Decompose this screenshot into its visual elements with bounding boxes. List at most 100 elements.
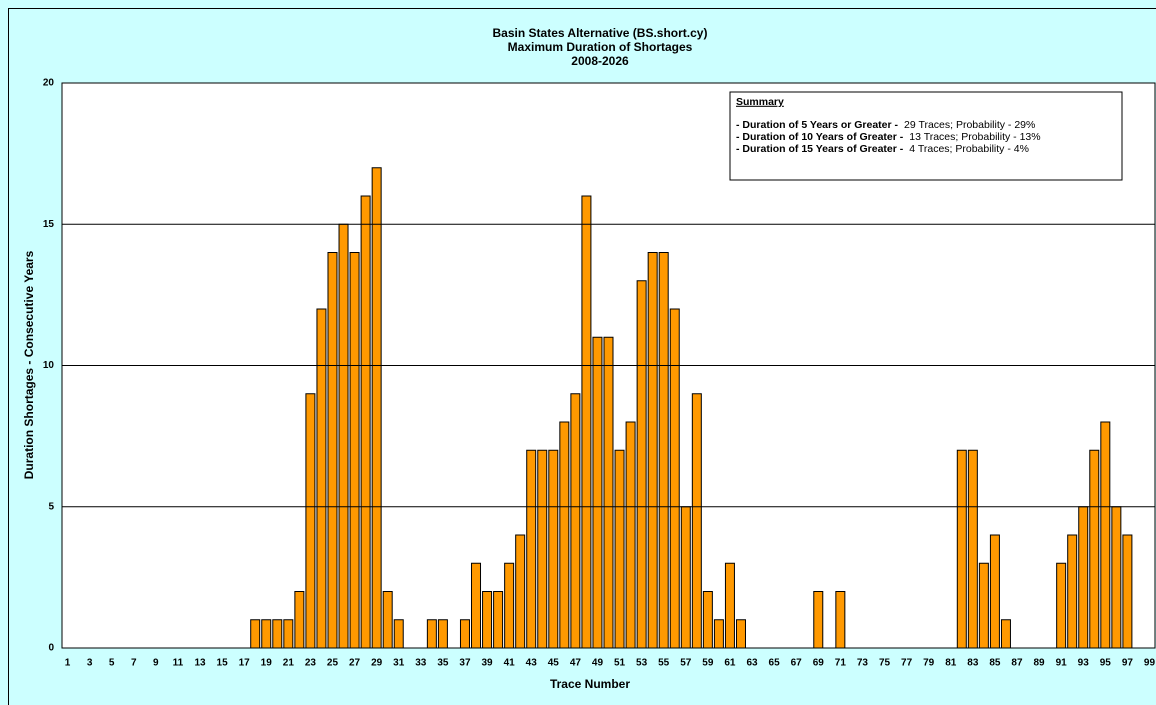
bar bbox=[515, 534, 526, 649]
bar bbox=[426, 619, 437, 649]
chart-subtitle: Maximum Duration of Shortages bbox=[508, 40, 693, 54]
bar bbox=[625, 421, 636, 649]
x-tick-label: 57 bbox=[680, 658, 692, 669]
x-tick-label: 77 bbox=[901, 658, 913, 669]
bar bbox=[614, 449, 625, 649]
x-tick-label: 65 bbox=[769, 658, 781, 669]
x-tick-label: 67 bbox=[791, 658, 803, 669]
bar bbox=[813, 591, 824, 649]
summary-text: 13 Traces; Probability - 13% bbox=[909, 131, 1040, 143]
y-tick-label: 0 bbox=[48, 643, 54, 654]
x-tick-label: 69 bbox=[813, 658, 825, 669]
x-tick-label: 87 bbox=[1011, 658, 1023, 669]
bar bbox=[382, 591, 393, 649]
bar bbox=[493, 591, 504, 649]
bar bbox=[636, 280, 647, 649]
x-tick-label: 49 bbox=[592, 658, 604, 669]
summary-label: - Duration of 15 Years of Greater - bbox=[736, 143, 904, 155]
x-tick-label: 33 bbox=[415, 658, 427, 669]
x-tick-label: 17 bbox=[239, 658, 251, 669]
x-tick-label: 43 bbox=[526, 658, 538, 669]
bar bbox=[581, 195, 592, 649]
bar bbox=[283, 619, 294, 649]
bar bbox=[338, 223, 349, 649]
bar bbox=[360, 195, 371, 649]
x-tick-label: 21 bbox=[283, 658, 295, 669]
x-tick-label: 15 bbox=[217, 658, 229, 669]
bar bbox=[658, 252, 669, 649]
bar bbox=[724, 562, 735, 649]
x-tick-label: 1 bbox=[65, 658, 71, 669]
bar bbox=[537, 449, 548, 649]
summary-line: - Duration of 10 Years of Greater - 13 Tr… bbox=[736, 131, 1041, 143]
bar bbox=[680, 506, 691, 649]
y-tick-label: 20 bbox=[43, 78, 55, 89]
summary-text: 29 Traces; Probability - 29% bbox=[904, 119, 1035, 131]
x-tick-label: 19 bbox=[261, 658, 273, 669]
chart-subtitle: 2008-2026 bbox=[571, 54, 629, 68]
summary-text: 4 Traces; Probability - 4% bbox=[909, 143, 1029, 155]
x-tick-label: 9 bbox=[153, 658, 159, 669]
x-axis-title: Trace Number bbox=[550, 677, 630, 691]
x-tick-label: 41 bbox=[504, 658, 516, 669]
y-tick-label: 10 bbox=[43, 360, 55, 371]
bar bbox=[1078, 506, 1089, 649]
bar bbox=[349, 252, 360, 649]
x-tick-label: 45 bbox=[548, 658, 560, 669]
bar bbox=[437, 619, 448, 649]
x-tick-label: 81 bbox=[945, 658, 957, 669]
bar bbox=[526, 449, 537, 649]
summary-line: - Duration of 5 Years or Greater - 29 Tra… bbox=[736, 119, 1035, 131]
bar bbox=[471, 562, 482, 649]
summary-label: - Duration of 5 Years or Greater - bbox=[736, 119, 899, 131]
x-tick-label: 51 bbox=[614, 658, 626, 669]
x-tick-label: 11 bbox=[173, 658, 184, 669]
bar bbox=[989, 534, 1000, 649]
x-tick-label: 75 bbox=[879, 658, 891, 669]
x-tick-label: 25 bbox=[327, 658, 339, 669]
bar bbox=[327, 252, 338, 649]
y-tick-label: 5 bbox=[48, 501, 54, 512]
bar bbox=[1089, 449, 1100, 649]
x-tick-label: 59 bbox=[702, 658, 714, 669]
bar bbox=[504, 562, 515, 649]
bar bbox=[371, 167, 382, 649]
bar bbox=[967, 449, 978, 649]
bar bbox=[261, 619, 272, 649]
x-tick-label: 23 bbox=[305, 658, 317, 669]
bar bbox=[1000, 619, 1011, 649]
summary-label: - Duration of 10 Years of Greater - bbox=[736, 131, 904, 143]
summary-line: - Duration of 15 Years of Greater - 4 Tra… bbox=[736, 143, 1029, 155]
bar bbox=[393, 619, 404, 649]
y-tick-label: 15 bbox=[43, 219, 55, 230]
bar bbox=[294, 591, 305, 649]
x-tick-label: 3 bbox=[87, 658, 93, 669]
x-tick-label: 39 bbox=[481, 658, 493, 669]
x-tick-label: 5 bbox=[109, 658, 115, 669]
bar bbox=[669, 308, 680, 649]
bar bbox=[570, 393, 581, 649]
bar bbox=[702, 591, 713, 649]
bar bbox=[978, 562, 989, 649]
x-tick-label: 27 bbox=[349, 658, 361, 669]
x-tick-label: 29 bbox=[371, 658, 383, 669]
x-tick-label: 63 bbox=[746, 658, 758, 669]
x-tick-label: 71 bbox=[835, 658, 847, 669]
x-tick-label: 53 bbox=[636, 658, 648, 669]
x-tick-label: 31 bbox=[393, 658, 405, 669]
bar bbox=[1100, 421, 1111, 649]
bar bbox=[305, 393, 316, 649]
bar bbox=[592, 336, 603, 649]
summary-box bbox=[729, 91, 1123, 181]
x-tick-label: 83 bbox=[967, 658, 979, 669]
bar bbox=[835, 591, 846, 649]
x-tick-label: 79 bbox=[923, 658, 935, 669]
y-axis-title: Duration Shortages - Consecutive Years bbox=[22, 250, 36, 479]
bar bbox=[1056, 562, 1067, 649]
chart-title: Basin States Alternative (BS.short.cy) bbox=[493, 26, 708, 40]
x-tick-label: 35 bbox=[437, 658, 449, 669]
bar bbox=[956, 449, 967, 649]
bar bbox=[482, 591, 493, 649]
x-tick-label: 99 bbox=[1144, 658, 1156, 669]
